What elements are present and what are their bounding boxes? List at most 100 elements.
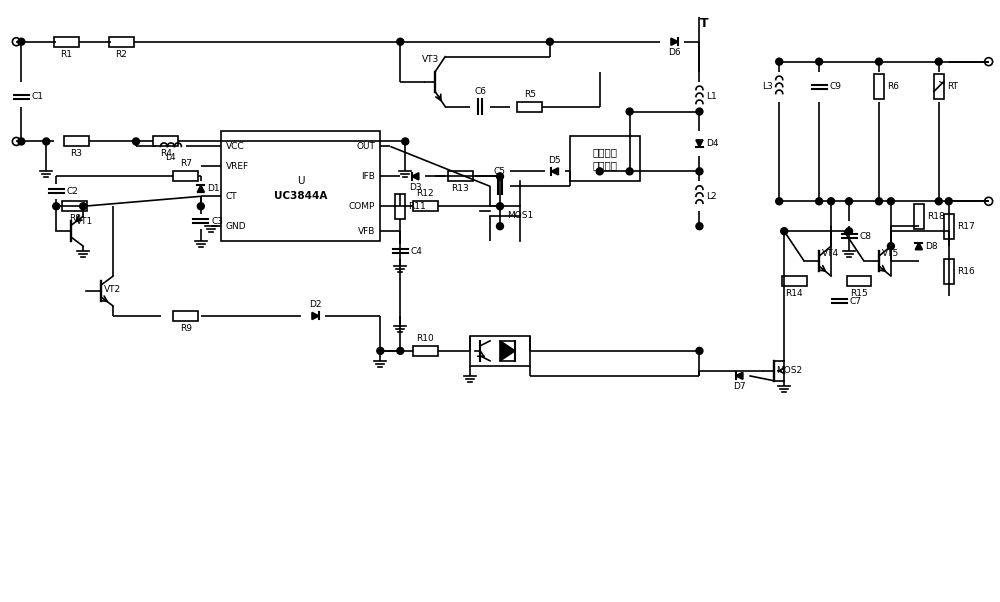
Circle shape <box>133 138 140 145</box>
Circle shape <box>197 203 204 209</box>
Text: VT2: VT2 <box>104 285 121 294</box>
Text: MOS2: MOS2 <box>776 366 802 375</box>
Text: GND: GND <box>226 222 246 231</box>
Circle shape <box>18 39 25 45</box>
Circle shape <box>546 39 553 45</box>
Text: R16: R16 <box>957 267 974 276</box>
Text: C7: C7 <box>850 297 862 305</box>
Bar <box>413 346 438 356</box>
Text: C6: C6 <box>474 87 486 96</box>
Text: OUT: OUT <box>356 142 375 151</box>
Polygon shape <box>551 168 558 175</box>
Bar <box>62 201 87 211</box>
Circle shape <box>626 168 633 175</box>
Circle shape <box>828 198 835 205</box>
Text: R3: R3 <box>70 149 82 158</box>
Text: R6: R6 <box>887 82 899 91</box>
Text: VCC: VCC <box>226 142 244 151</box>
Bar <box>413 201 438 211</box>
Text: VT1: VT1 <box>76 217 93 226</box>
Bar <box>517 102 542 111</box>
Circle shape <box>935 198 942 205</box>
Text: L3: L3 <box>762 82 773 91</box>
Polygon shape <box>696 140 703 147</box>
Text: T: T <box>700 17 709 29</box>
Text: R10: R10 <box>416 334 434 343</box>
Text: R5: R5 <box>524 90 536 99</box>
Circle shape <box>846 228 853 235</box>
Circle shape <box>776 58 783 65</box>
Text: VT5: VT5 <box>882 249 899 258</box>
Bar <box>914 203 924 229</box>
Text: D7: D7 <box>733 382 746 391</box>
Text: D4: D4 <box>706 139 718 148</box>
Circle shape <box>696 168 703 175</box>
Text: L4: L4 <box>166 153 176 162</box>
Bar <box>944 214 954 238</box>
Text: R1: R1 <box>60 50 72 59</box>
Bar <box>64 137 89 146</box>
Text: R12: R12 <box>416 189 434 198</box>
Circle shape <box>497 223 503 230</box>
Bar <box>847 276 871 286</box>
Text: U: U <box>297 176 304 187</box>
Circle shape <box>80 203 87 209</box>
Text: C3: C3 <box>211 217 223 226</box>
Bar <box>470 336 530 366</box>
Text: R17: R17 <box>957 222 974 231</box>
Text: L2: L2 <box>706 192 717 201</box>
Circle shape <box>875 58 882 65</box>
Text: VFB: VFB <box>358 227 375 236</box>
Bar <box>934 74 944 99</box>
Text: R2: R2 <box>115 50 127 59</box>
Bar <box>173 172 198 181</box>
Circle shape <box>887 243 894 250</box>
Bar <box>173 311 198 321</box>
Polygon shape <box>500 341 515 361</box>
Bar <box>782 276 807 286</box>
Text: R4: R4 <box>160 149 172 158</box>
Bar <box>944 259 954 284</box>
Text: D3: D3 <box>409 183 422 192</box>
Circle shape <box>781 228 788 235</box>
Circle shape <box>596 168 603 175</box>
Circle shape <box>53 203 60 209</box>
Circle shape <box>497 203 503 209</box>
Text: R13: R13 <box>451 184 469 193</box>
Circle shape <box>402 138 409 145</box>
Text: R7: R7 <box>180 160 192 169</box>
Circle shape <box>945 198 952 205</box>
Polygon shape <box>412 173 419 180</box>
Circle shape <box>816 58 823 65</box>
Text: 电流峰值
恒定电路: 电流峰值 恒定电路 <box>592 147 617 170</box>
Text: R14: R14 <box>785 289 803 298</box>
Text: MOS1: MOS1 <box>507 211 533 220</box>
Circle shape <box>776 198 783 205</box>
Text: D8: D8 <box>925 241 938 250</box>
Text: D6: D6 <box>668 48 681 57</box>
Circle shape <box>696 223 703 230</box>
Text: CT: CT <box>226 192 237 201</box>
Text: C2: C2 <box>67 187 79 196</box>
Text: L1: L1 <box>706 92 717 101</box>
Circle shape <box>887 198 894 205</box>
Polygon shape <box>736 372 743 379</box>
Circle shape <box>43 138 50 145</box>
Text: VT3: VT3 <box>422 55 439 64</box>
Circle shape <box>696 347 703 355</box>
Bar <box>448 172 473 181</box>
Text: R15: R15 <box>850 289 868 298</box>
Bar <box>874 74 884 99</box>
Text: D1: D1 <box>207 184 220 193</box>
Text: C1: C1 <box>32 92 44 101</box>
Text: RT: RT <box>947 82 958 91</box>
Polygon shape <box>197 185 204 192</box>
Bar <box>109 37 134 47</box>
Polygon shape <box>671 39 678 45</box>
Bar <box>395 194 405 219</box>
Circle shape <box>875 198 882 205</box>
Circle shape <box>397 39 404 45</box>
Circle shape <box>18 138 25 145</box>
Text: C9: C9 <box>830 82 842 91</box>
Text: C5: C5 <box>494 167 506 176</box>
